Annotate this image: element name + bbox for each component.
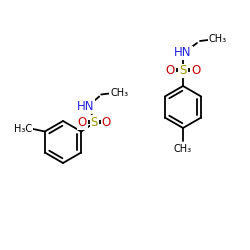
Text: S: S bbox=[90, 116, 98, 129]
Text: O: O bbox=[102, 116, 111, 129]
Text: CH₃: CH₃ bbox=[110, 88, 128, 98]
Text: O: O bbox=[78, 116, 87, 129]
Text: O: O bbox=[192, 64, 200, 78]
Text: O: O bbox=[166, 64, 174, 78]
Text: H₃C: H₃C bbox=[14, 124, 32, 134]
Text: HN: HN bbox=[76, 100, 94, 113]
Text: HN: HN bbox=[174, 46, 192, 60]
Text: S: S bbox=[179, 64, 187, 78]
Text: CH₃: CH₃ bbox=[209, 34, 227, 44]
Text: CH₃: CH₃ bbox=[174, 144, 192, 154]
